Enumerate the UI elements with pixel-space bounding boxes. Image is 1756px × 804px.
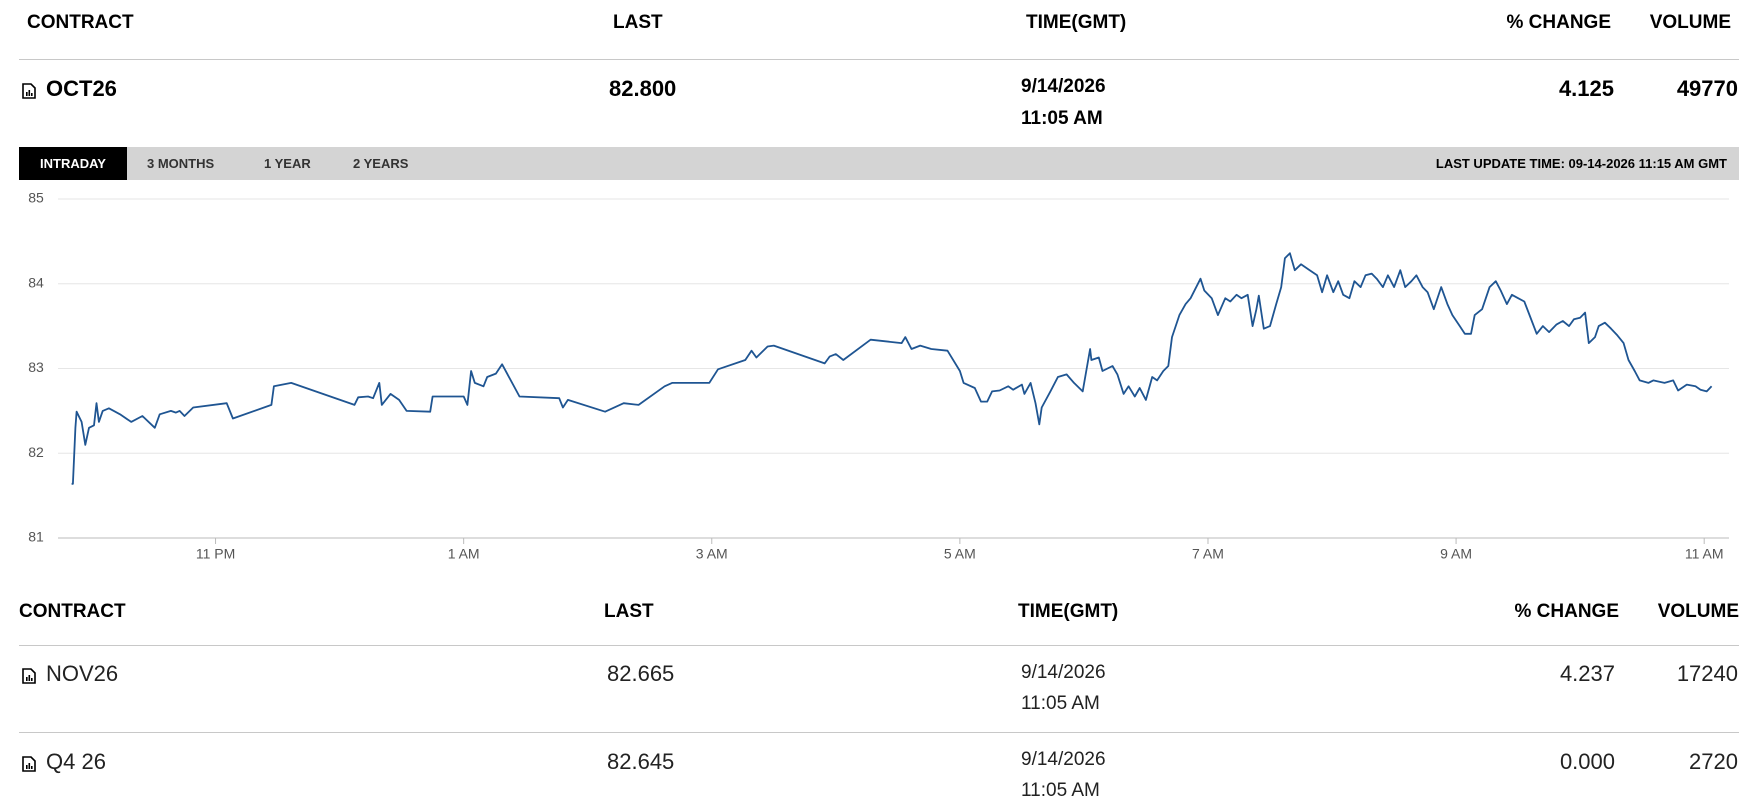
header: TIME(GMT) bbox=[1026, 12, 1127, 33]
header: % CHANGE bbox=[1506, 12, 1611, 33]
change: 4.237 bbox=[1559, 661, 1615, 686]
tab[interactable]: 1 YEAR bbox=[264, 156, 311, 171]
x-tick-label: 3 AM bbox=[696, 546, 728, 562]
volume: 2720 bbox=[1689, 749, 1738, 774]
chart-icon bbox=[22, 668, 36, 684]
y-tick-label: 84 bbox=[28, 274, 44, 290]
y-tick-label: 81 bbox=[28, 529, 44, 545]
x-tick-label: 11 AM bbox=[1685, 546, 1724, 562]
x-tick-label: 1 AM bbox=[448, 546, 480, 562]
last: 82.665 bbox=[607, 661, 675, 686]
header: LAST bbox=[613, 12, 663, 33]
date: 9/14/2026 bbox=[1021, 662, 1106, 683]
time: 11:05 AM bbox=[1021, 780, 1100, 801]
x-tick-label: 7 AM bbox=[1192, 546, 1224, 562]
x-tick-label: 9 AM bbox=[1440, 546, 1472, 562]
last: 82.800 bbox=[609, 76, 677, 101]
divider bbox=[19, 59, 1739, 60]
volume: 17240 bbox=[1676, 661, 1738, 686]
price-line bbox=[71, 252, 1713, 485]
time: 11:05 AM bbox=[1021, 693, 1100, 714]
divider bbox=[19, 645, 1739, 646]
change: 4.125 bbox=[1558, 76, 1614, 101]
date: 9/14/2026 bbox=[1021, 76, 1106, 97]
change: 0.000 bbox=[1559, 749, 1615, 774]
chart: 81 82 83 84 85 11 PM 1 AM 3 AM 5 AM 7 AM 9 AM 11 AM bbox=[28, 190, 1729, 562]
x-tick-label: 5 AM bbox=[944, 546, 976, 562]
y-tick-label: 85 bbox=[28, 190, 44, 206]
header: % CHANGE bbox=[1514, 601, 1619, 622]
time: 11:05 AM bbox=[1021, 108, 1103, 129]
y-tick-label: 83 bbox=[28, 359, 44, 375]
x-tick-label: 11 PM bbox=[196, 546, 235, 562]
last: 82.645 bbox=[607, 749, 675, 774]
header: VOLUME bbox=[1649, 12, 1731, 33]
volume: 49770 bbox=[1676, 76, 1738, 101]
contract[interactable]: OCT26 bbox=[46, 76, 117, 101]
tab[interactable]: 3 MONTHS bbox=[147, 156, 215, 171]
header: VOLUME bbox=[1657, 601, 1739, 622]
y-tick-label: 82 bbox=[28, 444, 44, 460]
tab-bar: INTRADAY 3 MONTHS 1 YEAR 2 YEARS LAST UP… bbox=[19, 147, 1739, 180]
last-update: LAST UPDATE TIME: 09-14-2026 11:15 AM GM… bbox=[1435, 156, 1727, 171]
header: LAST bbox=[604, 601, 654, 622]
tab[interactable]: 2 YEARS bbox=[353, 156, 409, 171]
header: CONTRACT bbox=[27, 12, 134, 33]
header: TIME(GMT) bbox=[1018, 601, 1119, 622]
contract[interactable]: NOV26 bbox=[46, 661, 119, 686]
date: 9/14/2026 bbox=[1021, 749, 1106, 770]
tab[interactable]: INTRADAY bbox=[19, 147, 127, 180]
chart-icon bbox=[22, 756, 36, 772]
header: CONTRACT bbox=[19, 601, 126, 622]
chart-icon bbox=[22, 83, 36, 99]
divider bbox=[19, 732, 1739, 733]
contract[interactable]: Q4 26 bbox=[46, 749, 106, 774]
